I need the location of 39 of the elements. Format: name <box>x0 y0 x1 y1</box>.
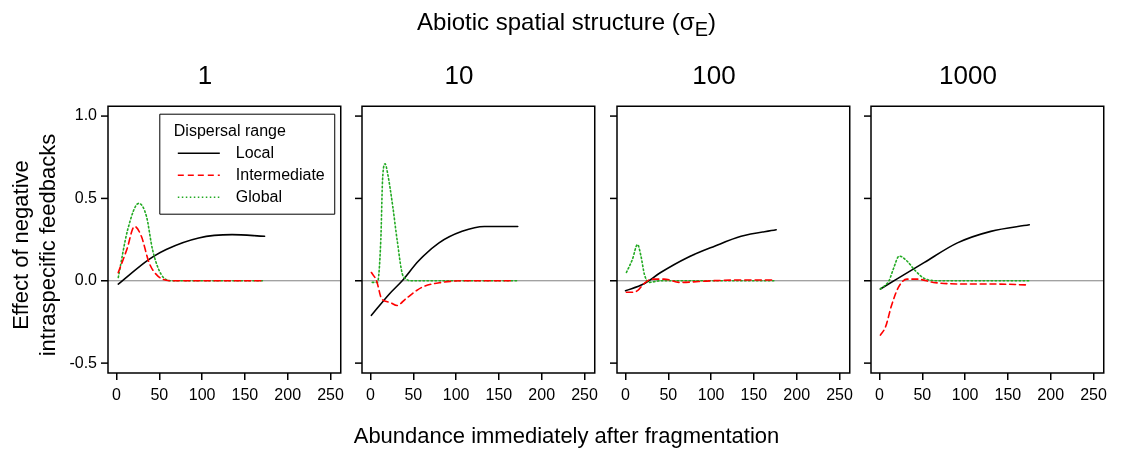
x-tick-label: 250 <box>826 386 853 404</box>
x-tick-label: 200 <box>1037 386 1065 404</box>
x-tick-label: 150 <box>485 386 513 404</box>
legend-label: Global <box>235 187 283 205</box>
legend-label: Intermediate <box>235 165 325 183</box>
chart-title: 1 <box>197 59 213 90</box>
x-tick-label: 100 <box>951 386 979 404</box>
x-tick-label: 200 <box>274 386 302 404</box>
y-tick-label: 1.0 <box>74 106 98 124</box>
x-tick-label: 0 <box>875 386 885 404</box>
text: Abiotic spatial structure (σ$_{E}$) <box>416 8 717 41</box>
chart-title: 100 <box>692 59 736 90</box>
x-tick-label: 0 <box>621 386 631 404</box>
y-tick-label: 0.5 <box>74 188 98 206</box>
x-tick-label: 50 <box>404 386 423 404</box>
legend-label: Local <box>235 143 275 161</box>
y-tick-label: 0.0 <box>74 271 98 289</box>
x-tick-label: 200 <box>528 386 556 404</box>
y-axis-title: Effect of negative intraspecific feedbacks <box>7 132 61 359</box>
x-tick-label: 200 <box>783 386 811 404</box>
legend-title: Dispersal range <box>173 121 286 139</box>
x-tick-label: 0 <box>366 386 376 404</box>
x-tick-label: 250 <box>1080 386 1107 404</box>
chart-title: 10 <box>444 59 474 90</box>
y-tick-label: -0.5 <box>69 353 98 371</box>
x-tick-label: 250 <box>317 386 344 404</box>
x-tick-label: 50 <box>913 386 932 404</box>
x-tick-label: 250 <box>571 386 598 404</box>
chart-title: 1000 <box>939 59 997 90</box>
x-tick-label: 150 <box>231 386 259 404</box>
x-tick-label: 150 <box>740 386 768 404</box>
x-tick-label: 100 <box>188 386 216 404</box>
x-tick-label: 50 <box>150 386 169 404</box>
x-tick-label: 50 <box>659 386 678 404</box>
x-axis-title: Abundance immediately after fragmentation <box>352 423 781 449</box>
x-tick-label: 100 <box>442 386 470 404</box>
x-tick-label: 100 <box>697 386 725 404</box>
x-tick-label: 150 <box>994 386 1022 404</box>
x-tick-label: 0 <box>112 386 122 404</box>
